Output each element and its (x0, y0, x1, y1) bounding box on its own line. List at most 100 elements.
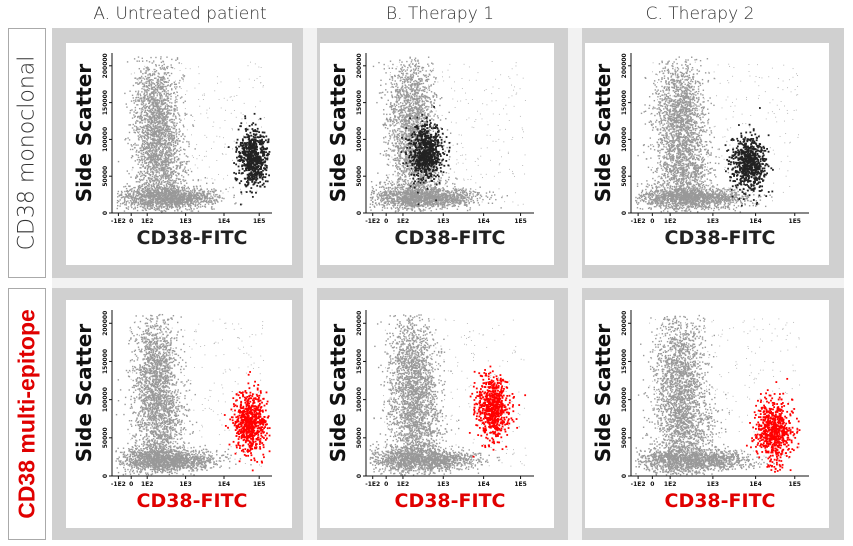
population-point (161, 113, 163, 115)
cd38-positive-point (247, 138, 250, 141)
population-point (161, 85, 163, 88)
cd38-positive-point (244, 143, 247, 146)
population-point (176, 107, 178, 109)
cd38-positive-point (254, 163, 257, 166)
population-point (171, 175, 173, 177)
population-point (238, 78, 240, 80)
population-point (211, 200, 213, 203)
population-point (186, 160, 188, 163)
population-point (143, 143, 145, 146)
population-point (155, 162, 157, 164)
population-point (193, 191, 196, 194)
population-point (145, 199, 147, 201)
population-point (156, 175, 158, 178)
population-point (144, 82, 146, 84)
population-point (206, 198, 209, 200)
population-point (179, 121, 181, 123)
population-point (153, 194, 155, 196)
population-point (147, 67, 150, 69)
population-point (149, 201, 151, 203)
population-point (158, 114, 161, 116)
population-point (167, 136, 169, 138)
population-point (153, 134, 156, 136)
population-point (174, 115, 177, 117)
population-point (139, 131, 141, 133)
population-point (149, 204, 151, 207)
population-point (388, 132, 390, 135)
cd38-positive-point (250, 174, 252, 177)
population-point (152, 134, 155, 136)
population-point (136, 119, 138, 122)
population-point (162, 199, 165, 202)
cd38-positive-point (263, 136, 265, 138)
population-point (151, 196, 153, 199)
population-point (160, 155, 162, 158)
population-point (129, 193, 131, 196)
population-point (119, 205, 121, 207)
population-point (150, 157, 152, 159)
population-point (146, 194, 148, 197)
population-point (176, 201, 179, 203)
population-point (193, 208, 195, 210)
population-point (405, 156, 407, 158)
cd38-positive-point (234, 177, 237, 180)
population-point (131, 94, 134, 97)
cd38-positive-point (227, 146, 230, 148)
population-point (141, 198, 143, 201)
population-point (190, 201, 193, 203)
population-point (422, 86, 424, 88)
population-point (159, 76, 162, 79)
population-point (146, 191, 149, 193)
population-point (147, 123, 150, 126)
population-point (165, 166, 167, 168)
cd38-positive-point (261, 151, 264, 154)
population-point (142, 86, 144, 88)
population-point (192, 191, 194, 193)
population-point (138, 99, 140, 101)
cd38-positive-point (248, 160, 251, 162)
population-point (163, 209, 165, 212)
population-point (169, 162, 171, 164)
population-point (148, 177, 151, 179)
population-point (151, 151, 154, 154)
population-point (138, 203, 140, 206)
population-point (405, 132, 407, 135)
population-point (157, 116, 160, 118)
population-point (158, 167, 161, 170)
population-point (164, 171, 166, 173)
population-point (150, 87, 153, 89)
population-point (128, 124, 130, 126)
population-point (203, 199, 205, 202)
population-point (188, 208, 190, 211)
population-point (130, 100, 133, 102)
population-point (163, 98, 165, 100)
population-point (212, 126, 214, 127)
population-point (137, 92, 140, 94)
population-point (184, 135, 186, 138)
population-point (170, 152, 173, 155)
population-point (155, 143, 158, 145)
population-point (216, 82, 218, 84)
population-point (118, 195, 120, 197)
population-point (202, 195, 204, 197)
population-point (151, 191, 153, 194)
population-point (166, 175, 168, 178)
population-point (158, 108, 161, 111)
population-point (147, 152, 149, 155)
population-point (402, 74, 404, 76)
cd38-positive-point (247, 154, 250, 157)
population-point (160, 94, 162, 97)
population-point (247, 65, 249, 67)
population-point (144, 186, 146, 189)
population-point (156, 192, 159, 194)
population-point (176, 142, 179, 144)
population-point (218, 99, 220, 101)
population-point (182, 124, 185, 126)
population-point (168, 133, 170, 135)
population-point (167, 81, 169, 83)
population-point (201, 190, 204, 193)
population-point (176, 165, 179, 167)
cd38-positive-point (239, 160, 241, 163)
population-point (425, 122, 428, 125)
population-point (153, 129, 156, 132)
